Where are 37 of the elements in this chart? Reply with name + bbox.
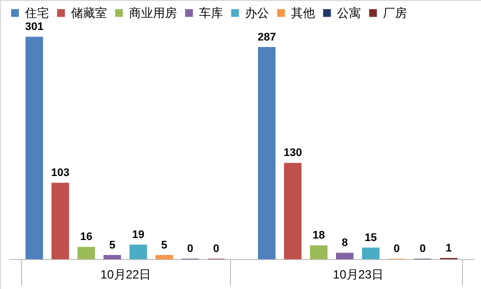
data-label: 0 [394,243,400,255]
legend-label: 住宅 [24,6,49,20]
data-label: 5 [161,239,168,252]
bar [336,252,354,260]
bar [104,255,121,260]
legend-label: 公寓 [337,6,361,20]
legend-label: 厂房 [383,6,407,20]
bar [52,182,70,260]
legend-label: 商业用房 [129,6,177,20]
data-label: 15 [364,232,377,244]
bar [284,162,302,260]
data-label: 19 [132,228,144,241]
bar [155,255,173,260]
bar [310,245,328,260]
data-label: 8 [342,237,348,250]
legend-label: 其他 [291,6,315,20]
data-label: 0 [420,243,426,255]
bar [258,47,276,260]
data-label: 18 [312,230,325,242]
data-label: 0 [213,243,220,255]
bar [26,36,44,260]
legend-label: 车库 [199,6,223,20]
bar [362,248,380,260]
data-label: 301 [25,21,44,33]
legend-label: 储藏室 [71,6,107,20]
bar [78,246,96,260]
x-tick-label: 10月23日 [332,268,384,282]
bar [130,244,147,260]
x-tick-label: 10月22日 [100,268,152,282]
legend-label: 办公 [245,6,269,20]
data-label: 1 [446,242,452,254]
data-label: 0 [187,243,194,255]
data-label: 130 [284,147,302,160]
data-label: 16 [80,231,92,244]
data-label: 103 [51,167,70,180]
data-label: 287 [258,31,276,44]
data-label: 5 [109,239,116,252]
